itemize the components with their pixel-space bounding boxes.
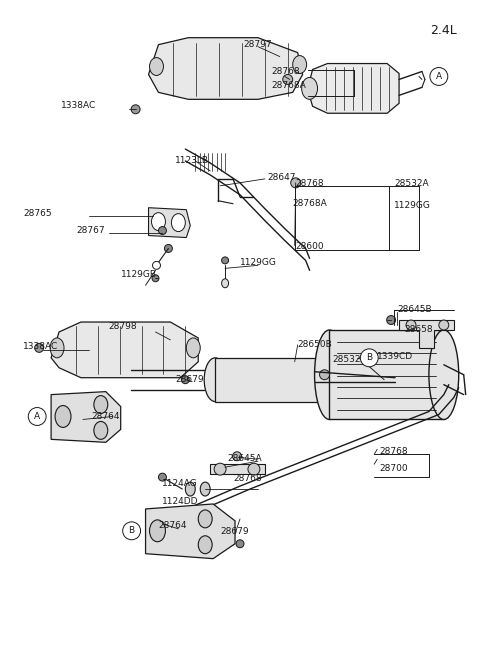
- Ellipse shape: [171, 214, 185, 232]
- Ellipse shape: [406, 320, 416, 330]
- Ellipse shape: [236, 540, 244, 548]
- Ellipse shape: [387, 316, 396, 324]
- Ellipse shape: [158, 227, 167, 234]
- Ellipse shape: [165, 244, 172, 252]
- Ellipse shape: [314, 330, 344, 419]
- Text: 28700: 28700: [379, 464, 408, 473]
- Ellipse shape: [198, 536, 212, 553]
- Text: 28532A: 28532A: [394, 179, 429, 188]
- Text: 28798: 28798: [109, 322, 137, 331]
- Polygon shape: [51, 392, 120, 442]
- Ellipse shape: [55, 405, 71, 428]
- Text: 1338AC: 1338AC: [61, 102, 96, 110]
- Ellipse shape: [158, 473, 167, 481]
- Circle shape: [123, 522, 141, 540]
- Text: 28679: 28679: [175, 375, 204, 384]
- Bar: [210, 464, 265, 474]
- Ellipse shape: [152, 213, 166, 231]
- Text: 28650B: 28650B: [298, 340, 333, 349]
- Ellipse shape: [181, 376, 189, 384]
- Text: 28768A: 28768A: [292, 198, 327, 208]
- Ellipse shape: [204, 358, 226, 402]
- Text: 28600: 28600: [295, 242, 324, 252]
- Text: 1124DD: 1124DD: [162, 497, 199, 506]
- Text: 2.4L: 2.4L: [430, 24, 457, 37]
- Ellipse shape: [152, 275, 159, 282]
- Ellipse shape: [150, 58, 164, 75]
- Text: B: B: [129, 527, 135, 535]
- Text: 28768: 28768: [295, 179, 324, 188]
- Text: 1338AC: 1338AC: [23, 342, 59, 351]
- Ellipse shape: [185, 482, 195, 496]
- Text: 28647: 28647: [268, 173, 296, 182]
- Ellipse shape: [150, 520, 166, 542]
- Text: 1129GG: 1129GG: [394, 200, 431, 210]
- Ellipse shape: [301, 77, 318, 100]
- Ellipse shape: [131, 105, 140, 114]
- Polygon shape: [399, 320, 454, 348]
- Ellipse shape: [222, 257, 228, 264]
- Text: 28764: 28764: [92, 411, 120, 421]
- Ellipse shape: [153, 261, 160, 269]
- Ellipse shape: [293, 56, 307, 73]
- Ellipse shape: [320, 370, 329, 380]
- Ellipse shape: [200, 482, 210, 496]
- Text: 28768: 28768: [234, 474, 262, 483]
- Ellipse shape: [35, 343, 44, 352]
- Text: 28645A: 28645A: [228, 455, 262, 463]
- Text: 28768: 28768: [272, 67, 300, 75]
- Ellipse shape: [94, 396, 108, 413]
- Text: A: A: [34, 412, 40, 421]
- Text: 28532A: 28532A: [333, 355, 367, 364]
- Ellipse shape: [186, 338, 200, 358]
- Polygon shape: [148, 38, 302, 100]
- Ellipse shape: [222, 279, 228, 288]
- Text: A: A: [436, 72, 442, 81]
- Ellipse shape: [232, 452, 241, 460]
- Polygon shape: [51, 322, 198, 378]
- Text: 1124AG: 1124AG: [162, 479, 198, 488]
- Ellipse shape: [198, 510, 212, 528]
- Text: 1339CD: 1339CD: [377, 352, 413, 361]
- Text: 1123LB: 1123LB: [175, 156, 209, 165]
- Text: 1129GG: 1129GG: [240, 259, 276, 267]
- Text: 28679: 28679: [221, 527, 249, 536]
- Ellipse shape: [291, 178, 300, 188]
- Circle shape: [360, 349, 378, 367]
- Ellipse shape: [50, 338, 64, 358]
- Text: 28767: 28767: [76, 225, 105, 234]
- Text: 28645B: 28645B: [397, 305, 432, 314]
- Polygon shape: [145, 504, 235, 559]
- Ellipse shape: [283, 75, 293, 84]
- Text: B: B: [366, 353, 372, 362]
- Bar: [215, 358, 335, 402]
- Ellipse shape: [378, 369, 390, 390]
- Ellipse shape: [439, 320, 449, 330]
- Text: 28764: 28764: [158, 521, 187, 530]
- Text: 28768: 28768: [379, 447, 408, 457]
- Text: 28768A: 28768A: [272, 81, 307, 90]
- Bar: [329, 330, 444, 419]
- Text: 1129GB: 1129GB: [120, 271, 156, 279]
- Text: 28765: 28765: [23, 209, 52, 217]
- Circle shape: [28, 407, 46, 426]
- Text: 28658: 28658: [404, 325, 432, 334]
- Ellipse shape: [429, 330, 459, 419]
- Text: 28797: 28797: [243, 40, 272, 48]
- Ellipse shape: [248, 463, 260, 475]
- Ellipse shape: [214, 463, 226, 475]
- Ellipse shape: [94, 421, 108, 440]
- Circle shape: [430, 67, 448, 85]
- Polygon shape: [308, 64, 399, 113]
- Polygon shape: [148, 208, 190, 238]
- Ellipse shape: [324, 358, 346, 402]
